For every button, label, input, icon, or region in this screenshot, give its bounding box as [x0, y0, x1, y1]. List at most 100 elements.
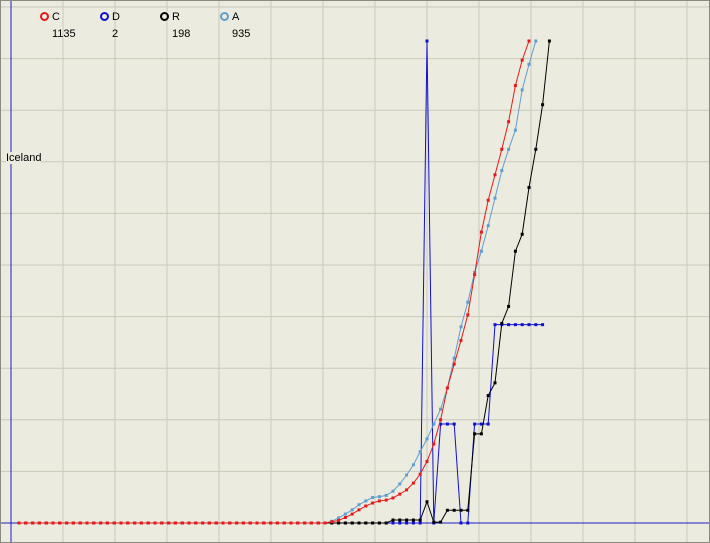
series-c-point: [24, 521, 28, 525]
series-c-point: [452, 362, 456, 366]
series-c-point: [520, 58, 524, 62]
series-c-point: [309, 521, 313, 525]
series-a-point: [500, 169, 504, 173]
series-r-point: [384, 521, 388, 525]
series-r-point: [527, 186, 531, 190]
series-c-point: [228, 521, 232, 525]
series-c: [17, 39, 531, 525]
legend-a-label: A: [232, 11, 240, 23]
series-r-point: [513, 249, 517, 253]
series-c-point: [201, 521, 205, 525]
series-a-point: [479, 249, 483, 253]
region-label: Iceland: [6, 152, 42, 164]
series-c-point: [371, 501, 375, 505]
series-d-point: [466, 521, 470, 525]
series-c-point: [479, 230, 483, 234]
series-r-point: [547, 39, 551, 43]
series-c-point: [44, 521, 48, 525]
series-r-point: [418, 518, 422, 522]
series-a-line: [19, 40, 537, 524]
series-a-point: [398, 482, 402, 486]
series-c-point: [17, 521, 21, 525]
series-a-point: [459, 325, 463, 329]
series-d-line: [19, 40, 543, 524]
series-c-point: [167, 521, 171, 525]
series-a-point: [425, 437, 429, 441]
series-c-point: [486, 198, 490, 202]
series-r-point: [541, 103, 545, 107]
series-r-point: [439, 520, 443, 524]
series-c-point: [214, 521, 218, 525]
series-r-point: [445, 508, 449, 512]
series-c-point: [105, 521, 109, 525]
series-c-point: [160, 521, 164, 525]
series-r-point: [350, 521, 354, 525]
series-a-point: [507, 147, 511, 151]
series-c-point: [459, 338, 463, 342]
series-a-point: [432, 422, 436, 426]
series-c-point: [207, 521, 211, 525]
series-c-point: [51, 521, 55, 525]
legend-r-value: 198: [172, 28, 191, 40]
series-a-point: [513, 128, 517, 132]
series-c-point: [146, 521, 150, 525]
series-r-point: [337, 521, 341, 525]
series-d-point: [507, 323, 511, 327]
series-c-point: [92, 521, 96, 525]
series-c-point: [235, 521, 239, 525]
series-c-point: [445, 386, 449, 390]
series-r-point: [507, 304, 511, 308]
series-a-point: [486, 224, 490, 228]
series-c-point: [65, 521, 69, 525]
series-a-marker-icon: [220, 12, 229, 21]
series-a-point: [493, 196, 497, 200]
series-d-point: [513, 323, 517, 327]
series-a-point: [439, 407, 443, 411]
series-c-point: [187, 521, 191, 525]
series-r-point: [479, 432, 483, 436]
series-r-point: [425, 500, 429, 504]
series-c-point: [139, 521, 143, 525]
series-c-point: [78, 521, 82, 525]
series-c-point: [439, 418, 443, 422]
series-a-point: [343, 512, 347, 516]
series-r-point: [377, 521, 381, 525]
series-d-point: [541, 323, 545, 327]
series-r-point: [452, 508, 456, 512]
series-d-point: [527, 323, 531, 327]
series-r-point: [500, 321, 504, 325]
legend-r-label: R: [172, 11, 180, 23]
series-c-point: [466, 313, 470, 317]
legend-c-label: C: [52, 11, 60, 23]
series-c-line: [19, 40, 530, 524]
series-a: [17, 39, 538, 525]
series-r-point: [432, 520, 436, 524]
series-a-point: [466, 300, 470, 304]
series-c-point: [425, 459, 429, 463]
series-d-point: [445, 422, 449, 426]
series-d-point: [398, 521, 402, 525]
series-d-point: [473, 422, 477, 426]
legend-c-value: 1135: [52, 28, 76, 40]
series-r-point: [466, 508, 470, 512]
series-c-point: [493, 173, 497, 177]
series-r-line: [19, 40, 550, 524]
series-r-point: [411, 518, 415, 522]
series-c-point: [432, 442, 436, 446]
series-c-point: [282, 521, 286, 525]
series-c-point: [513, 84, 517, 88]
series-a-point: [337, 516, 341, 520]
series-c-point: [384, 498, 388, 502]
series-a-point: [527, 62, 531, 66]
series-a-point: [534, 39, 538, 43]
series-c-point: [377, 499, 381, 503]
series-a-point: [357, 503, 361, 507]
series-a-point: [364, 499, 368, 503]
series-c-point: [343, 515, 347, 519]
series-d-point: [459, 521, 463, 525]
series-r-point: [391, 518, 395, 522]
series-d-point: [439, 422, 443, 426]
series-d-point: [479, 422, 483, 426]
